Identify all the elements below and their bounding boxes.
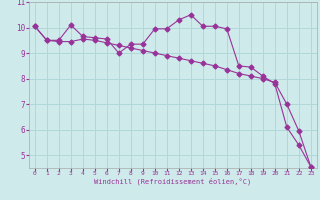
- X-axis label: Windchill (Refroidissement éolien,°C): Windchill (Refroidissement éolien,°C): [94, 178, 252, 185]
